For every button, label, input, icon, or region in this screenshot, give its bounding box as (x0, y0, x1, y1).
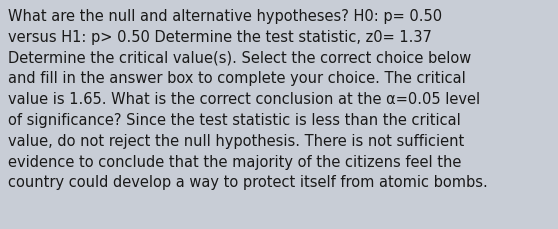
Text: What are the null and alternative hypotheses? H0: p= 0.50
versus H1: p> 0.50 Det: What are the null and alternative hypoth… (8, 9, 488, 189)
